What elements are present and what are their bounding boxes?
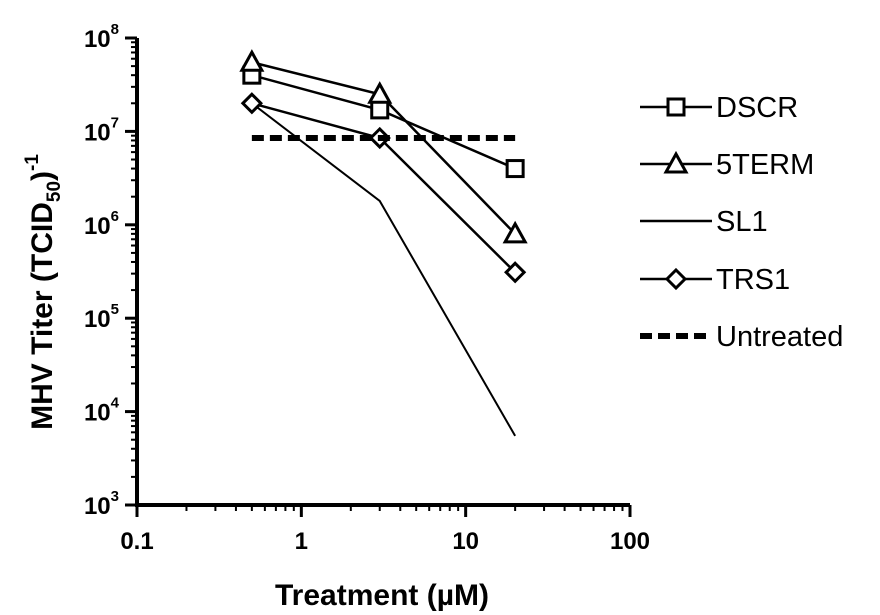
series-trs1 [240,92,527,284]
data-point-trs1 [504,261,527,284]
legend-item-untreated: Untreated [640,321,843,353]
legend-label: TRS1 [716,264,790,296]
legend-label: Untreated [716,321,843,353]
x-tick-label: 10 [452,528,479,555]
series-sl1 [251,102,517,437]
y-axis-title-subscript: 50 [44,181,65,202]
y-axis-title-close: ) [26,171,59,181]
legend-label: 5TERM [716,149,814,181]
series-layer [239,49,528,437]
y-tick-label: 106 [84,208,119,240]
series-5term [239,49,528,244]
legend: DSCR 5TERM SL1 TRS1 Untreated [640,92,843,353]
y-tick-label: 108 [84,21,119,53]
axes [135,38,630,507]
data-point-5term [367,81,393,104]
legend-item-5term: 5TERM [640,149,814,181]
legend-label: SL1 [716,206,768,238]
x-axis-title: Treatment (µM) [275,579,489,612]
legend-marker [666,97,686,117]
legend-item-dscr: DSCR [640,92,798,124]
x-tick-label: 0.1 [120,528,153,555]
y-axis-title-superscript: -1 [22,154,43,171]
data-point-dscr [505,159,525,179]
data-point-5term [239,49,265,72]
ticks: 103 104 105 106 107 108 0.1 1 10 100 [84,21,650,555]
y-tick-label: 103 [84,488,119,520]
data-point-dscr [370,100,390,120]
y-tick-label: 105 [84,301,119,333]
x-tick-label: 1 [295,528,308,555]
y-axis-title: MHV Titer (TCID50)-1 [22,154,65,430]
data-point-trs1 [240,92,263,115]
legend-marker [663,150,689,174]
y-tick-label: 107 [84,114,119,146]
y-tick-label: 104 [84,395,120,427]
y-axis-title-main: MHV Titer (TCID [26,202,59,430]
legend-item-sl1: SL1 [640,206,768,238]
legend-label: DSCR [716,92,798,124]
series-line-trs1 [251,102,517,274]
legend-marker [664,267,688,291]
series-line-sl1 [251,102,517,437]
legend-item-trs1: TRS1 [640,264,790,296]
x-tick-label: 100 [610,528,650,555]
series-dscr [242,65,525,179]
data-point-5term [502,220,528,244]
